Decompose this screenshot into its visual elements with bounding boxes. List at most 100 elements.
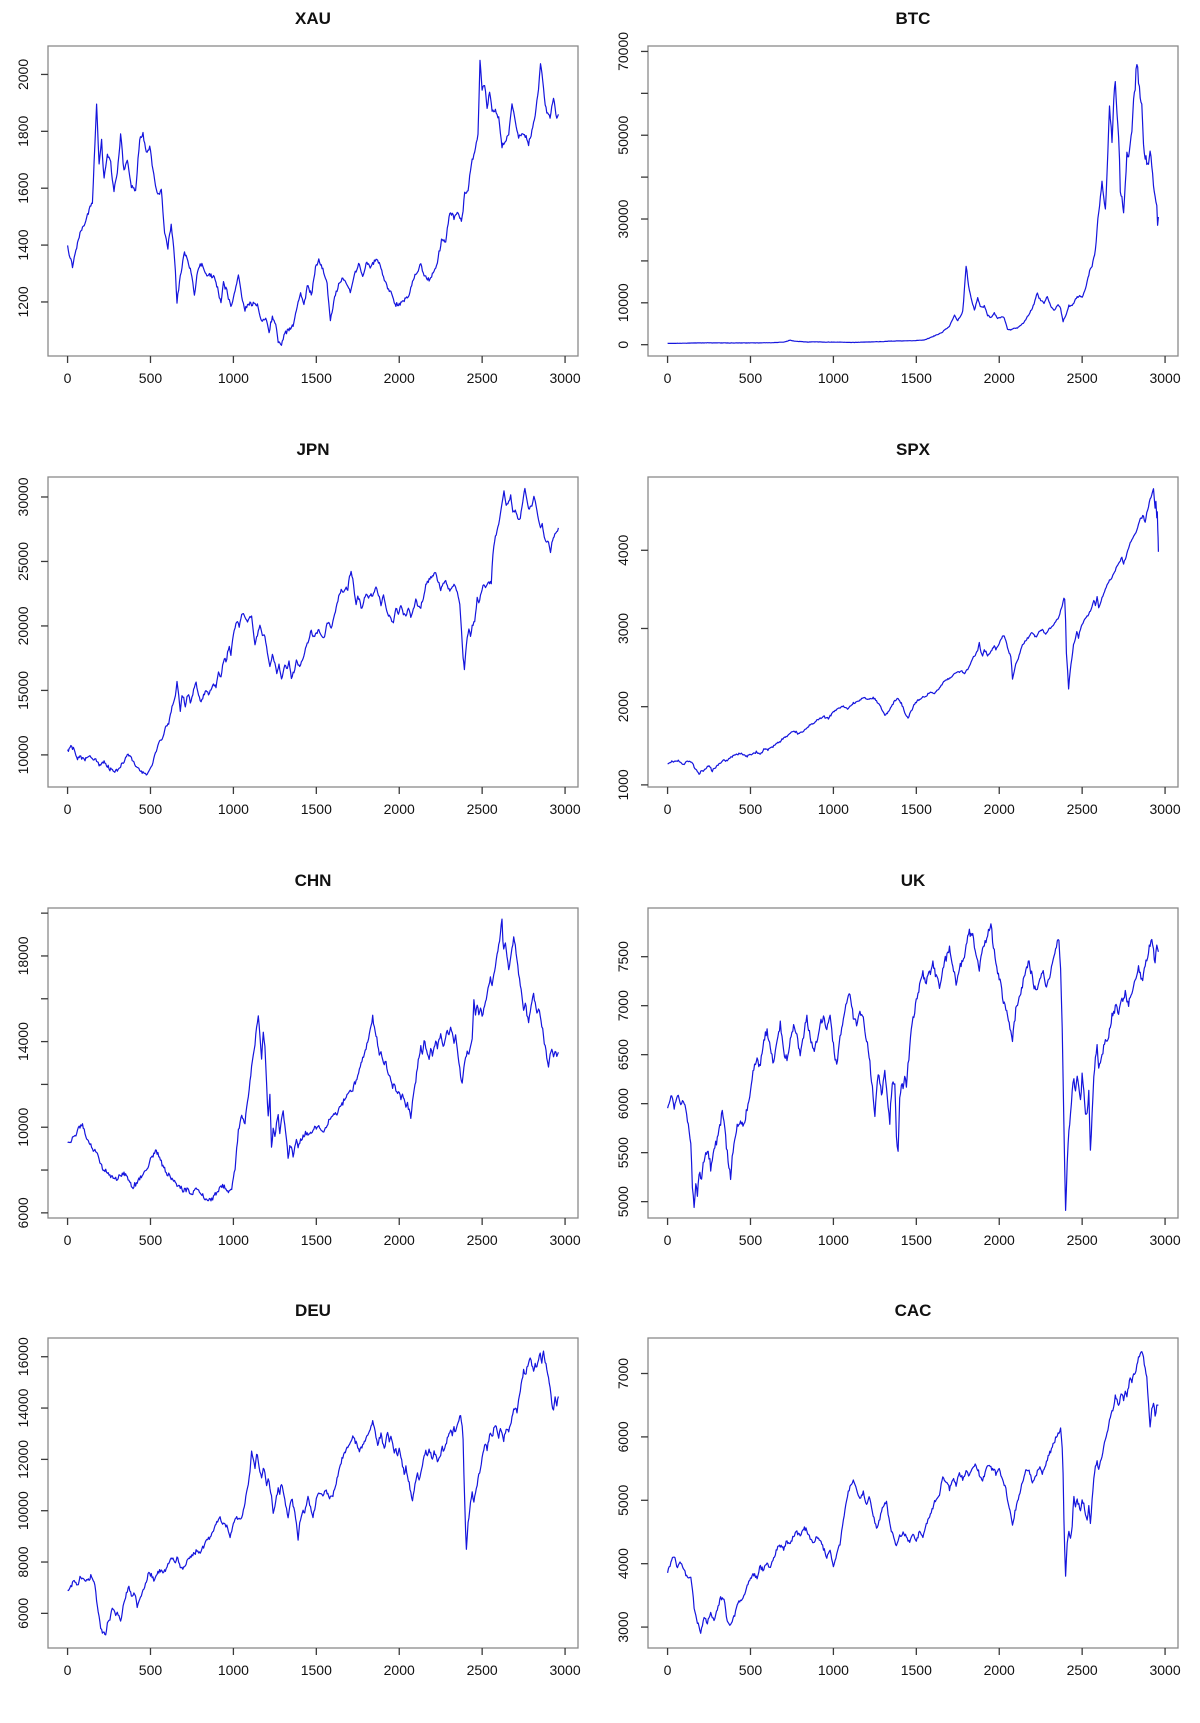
y-tick-label: 5000 <box>615 1485 631 1516</box>
x-tick-label: 3000 <box>1149 1232 1180 1248</box>
plot-title: UK <box>901 871 926 890</box>
y-tick-label: 1800 <box>15 116 31 147</box>
x-tick-label: 2000 <box>984 1232 1015 1248</box>
x-tick-label: 3000 <box>1149 1662 1180 1678</box>
y-tick-label: 3000 <box>615 1611 631 1642</box>
x-tick-label: 0 <box>664 801 672 817</box>
y-tick-label: 70000 <box>615 32 631 71</box>
plot-box <box>47 476 579 788</box>
x-tick-label: 1000 <box>218 370 249 386</box>
y-tick-label: 7000 <box>615 1358 631 1389</box>
y-tick-label: 1600 <box>15 172 31 203</box>
plot-box <box>647 907 1179 1219</box>
panel-chn: CHN 0 500 1000 1500 2000 2500 3000 6000 10000 1400… <box>0 862 600 1293</box>
chart-deu: DEU 0 500 1000 1500 2000 2500 3000 6000 8000 10000… <box>15 1301 581 1678</box>
x-tick-label: 1500 <box>901 801 932 817</box>
x-tick-label: 1000 <box>218 801 249 817</box>
x-tick-label: 2000 <box>984 801 1015 817</box>
y-tick-label: 8000 <box>15 1546 31 1577</box>
chart-cac: CAC 0 500 1000 1500 2000 2500 3000 3000 4000 5000 6… <box>615 1301 1181 1678</box>
y-tick-label: 20000 <box>15 606 31 645</box>
x-tick-label: 1500 <box>901 1232 932 1248</box>
chart-jpn: JPN 0 500 1000 1500 2000 2500 3000 10000 15000 200… <box>15 440 581 817</box>
y-tick-label: 5000 <box>615 1186 631 1217</box>
x-tick-label: 3000 <box>1149 370 1180 386</box>
x-tick-label: 2500 <box>467 370 498 386</box>
x-tick-label: 3000 <box>549 370 580 386</box>
x-tick-label: 1000 <box>218 1662 249 1678</box>
plot-title: XAU <box>295 9 331 28</box>
panel-cac: CAC 0 500 1000 1500 2000 2500 3000 3000 4000 5000 6… <box>600 1292 1200 1723</box>
panel-jpn: JPN 0 500 1000 1500 2000 2500 3000 10000 15000 200… <box>0 431 600 862</box>
plot-box <box>647 476 1179 788</box>
x-tick-label: 2000 <box>384 370 415 386</box>
x-tick-label: 0 <box>664 1662 672 1678</box>
x-tick-label: 1000 <box>818 1662 849 1678</box>
chart-xau: XAU 0 500 1000 1500 2000 2500 3000 1200 1400 1600 1… <box>15 9 581 386</box>
plot-title: CAC <box>895 1301 932 1320</box>
x-tick-label: 3000 <box>549 801 580 817</box>
chart-chn: CHN 0 500 1000 1500 2000 2500 3000 6000 10000 1400… <box>15 871 581 1248</box>
panel-xau: XAU 0 500 1000 1500 2000 2500 3000 1200 1400 1600 1… <box>0 0 600 431</box>
plot-title: DEU <box>295 1301 331 1320</box>
x-tick-label: 1000 <box>218 1232 249 1248</box>
x-tick-label: 1500 <box>301 801 332 817</box>
panel-deu: DEU 0 500 1000 1500 2000 2500 3000 6000 8000 10000… <box>0 1292 600 1723</box>
y-tick-label: 6000 <box>615 1421 631 1452</box>
x-tick-label: 0 <box>64 1232 72 1248</box>
series-line-uk <box>667 923 1159 1211</box>
plot-title: CHN <box>295 871 332 890</box>
x-tick-label: 3000 <box>549 1662 580 1678</box>
y-tick-label: 30000 <box>615 199 631 238</box>
y-tick-label: 7500 <box>615 941 631 972</box>
y-tick-label: 2000 <box>15 59 31 90</box>
y-tick-label: 6000 <box>15 1197 31 1228</box>
plot-box <box>647 1337 1179 1649</box>
plot-box <box>47 907 579 1219</box>
x-tick-label: 2500 <box>1067 801 1098 817</box>
y-tick-label: 6500 <box>615 1039 631 1070</box>
x-tick-label: 2000 <box>384 801 415 817</box>
series-line-deu <box>67 1350 559 1636</box>
x-tick-label: 2500 <box>467 1662 498 1678</box>
x-tick-label: 2000 <box>984 370 1015 386</box>
y-tick-label: 15000 <box>15 671 31 710</box>
y-tick-label: 6000 <box>15 1598 31 1629</box>
plot-box <box>47 45 579 357</box>
plot-box <box>647 45 1179 357</box>
series-line-btc <box>667 63 1159 344</box>
y-tick-label: 1400 <box>15 229 31 260</box>
x-tick-label: 2000 <box>384 1232 415 1248</box>
chart-spx: SPX 0 500 1000 1500 2000 2500 3000 1000 2000 3000 4… <box>615 440 1181 817</box>
chart-uk: UK 0 500 1000 1500 2000 2500 3000 5000 5500 6000 65… <box>615 871 1181 1248</box>
x-tick-label: 500 <box>139 370 163 386</box>
plot-title: JPN <box>296 440 329 459</box>
x-tick-label: 0 <box>664 1232 672 1248</box>
y-tick-label: 2000 <box>615 691 631 722</box>
y-tick-label: 4000 <box>615 1548 631 1579</box>
y-tick-label: 10000 <box>15 1491 31 1530</box>
series-line-chn <box>67 918 559 1202</box>
y-tick-label: 7000 <box>615 990 631 1021</box>
plot-box <box>47 1337 579 1649</box>
x-tick-label: 2500 <box>1067 1232 1098 1248</box>
y-tick-label: 12000 <box>15 1440 31 1479</box>
x-tick-label: 1500 <box>301 1662 332 1678</box>
x-tick-label: 1500 <box>301 1232 332 1248</box>
x-tick-label: 2500 <box>1067 370 1098 386</box>
y-tick-label: 25000 <box>15 542 31 581</box>
y-tick-label: 50000 <box>615 116 631 155</box>
y-tick-label: 3000 <box>615 613 631 644</box>
x-tick-label: 3000 <box>549 1232 580 1248</box>
series-line-xau <box>67 59 559 346</box>
y-tick-label: 10000 <box>615 283 631 322</box>
panel-btc: BTC 0 500 1000 1500 2000 2500 3000 0 10000 30000 50… <box>600 0 1200 431</box>
y-tick-label: 6000 <box>615 1088 631 1119</box>
x-tick-label: 500 <box>139 1662 163 1678</box>
x-tick-label: 2000 <box>984 1662 1015 1678</box>
series-line-jpn <box>67 487 559 776</box>
y-tick-label: 4000 <box>615 534 631 565</box>
x-tick-label: 500 <box>739 370 763 386</box>
x-tick-label: 500 <box>739 801 763 817</box>
